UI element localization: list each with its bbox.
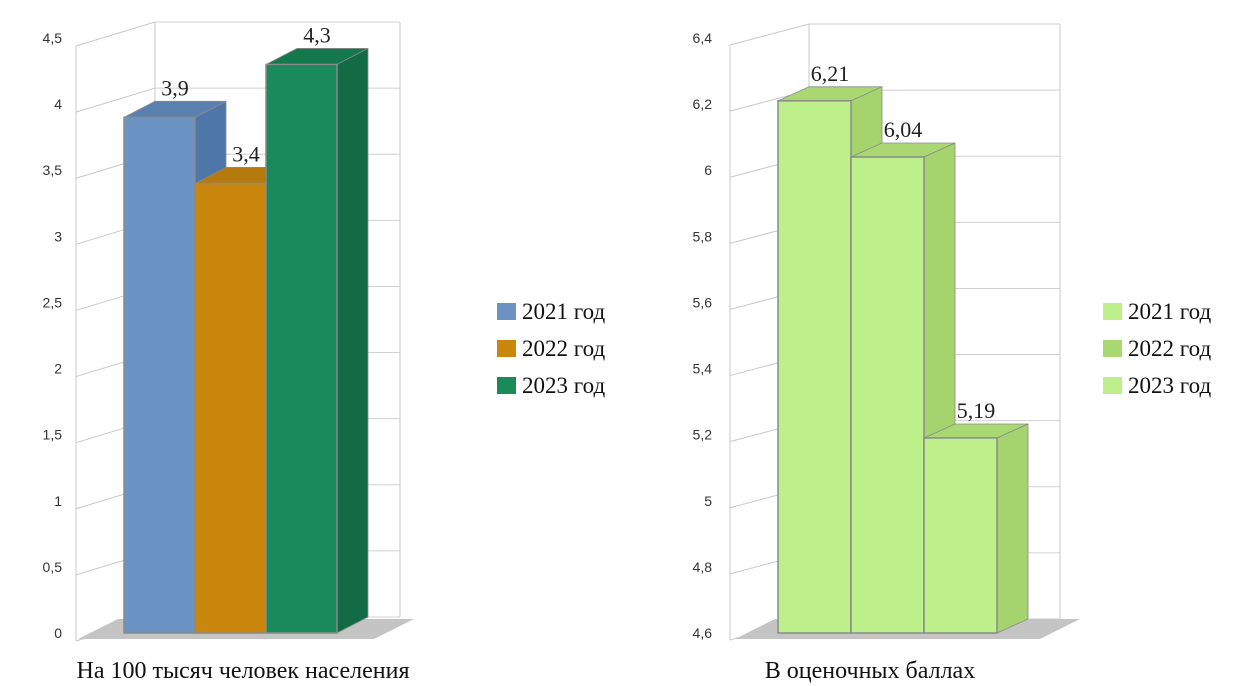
data-label: 6,04 <box>884 117 923 142</box>
chart-per-100k-xlabel: На 100 тысяч человек населения <box>76 658 409 684</box>
legend-item: 2021 год <box>1103 293 1211 330</box>
legend-swatch <box>1103 377 1122 394</box>
bar <box>194 182 267 634</box>
legend-label: 2023 год <box>1128 372 1212 398</box>
y-tick-label: 4,5 <box>43 30 63 46</box>
legend-label: 2021 год <box>522 298 606 324</box>
data-label: 4,3 <box>303 22 331 47</box>
legend-item: 2021 год <box>497 293 605 330</box>
y-tick-label: 4 <box>54 96 62 112</box>
chart-scores-legend: 2021 год 2022 год 2023 год <box>1103 293 1211 404</box>
y-tick-label: 5,2 <box>693 427 713 443</box>
y-tick-label: 2 <box>54 361 62 377</box>
chart-scores-xlabel: В оценочных баллах <box>765 658 975 684</box>
gridline-side <box>75 21 156 47</box>
chart-scores: 4,6 4,8 5 5,2 5,4 5,6 5,8 6 6,2 6,4 6,21 6,04 5,19 <box>693 23 1080 641</box>
data-label: 3,4 <box>232 141 260 166</box>
gridline-side <box>75 87 156 113</box>
legend-item: 2022 год <box>1103 330 1211 367</box>
y-tick-label: 6,2 <box>693 96 713 112</box>
legend-swatch <box>1103 303 1122 320</box>
y-tick-label: 1 <box>54 493 62 509</box>
y-tick-label: 5,6 <box>693 294 713 310</box>
y-tick-label: 6 <box>704 162 712 178</box>
data-label: 3,9 <box>161 75 189 100</box>
bar-side <box>996 423 1029 634</box>
y-tick-label: 3,5 <box>43 162 63 178</box>
bar <box>850 156 925 634</box>
y-tick-label: 6,4 <box>693 30 713 46</box>
legend-label: 2022 год <box>522 335 606 361</box>
bar <box>265 63 338 634</box>
data-label: 6,21 <box>811 61 850 86</box>
bar <box>777 100 852 634</box>
y-tick-label: 2,5 <box>43 294 63 310</box>
legend-item: 2023 год <box>1103 367 1211 404</box>
legend-label: 2022 год <box>1128 335 1212 361</box>
y-tick-label: 4,8 <box>693 559 713 575</box>
y-tick-label: 4,6 <box>693 625 713 641</box>
y-tick-label: 0,5 <box>43 559 63 575</box>
legend-swatch <box>497 303 516 320</box>
chart-per-100k: 0 0,5 1 1,5 2 2,5 3 3,5 4 4,5 3,9 3,4 4,3 <box>43 21 414 642</box>
y-tick-label: 0 <box>54 625 62 641</box>
legend-label: 2023 год <box>522 372 606 398</box>
gridline-side <box>729 23 810 46</box>
chart-per-100k-legend: 2021 год 2022 год 2023 год <box>497 293 605 404</box>
bar-side <box>336 47 369 634</box>
y-tick-label: 1,5 <box>43 427 63 443</box>
legend-item: 2022 год <box>497 330 605 367</box>
y-tick-label: 5,4 <box>693 361 713 377</box>
legend-item: 2023 год <box>497 367 605 404</box>
legend-swatch <box>497 340 516 357</box>
y-tick-label: 3 <box>54 228 62 244</box>
legend-swatch <box>1103 340 1122 357</box>
legend-swatch <box>497 377 516 394</box>
legend-label: 2021 год <box>1128 298 1212 324</box>
y-tick-label: 5 <box>704 493 712 509</box>
y-tick-label: 5,8 <box>693 228 713 244</box>
data-label: 5,19 <box>957 398 996 423</box>
bar <box>123 116 196 634</box>
bar <box>923 437 998 634</box>
